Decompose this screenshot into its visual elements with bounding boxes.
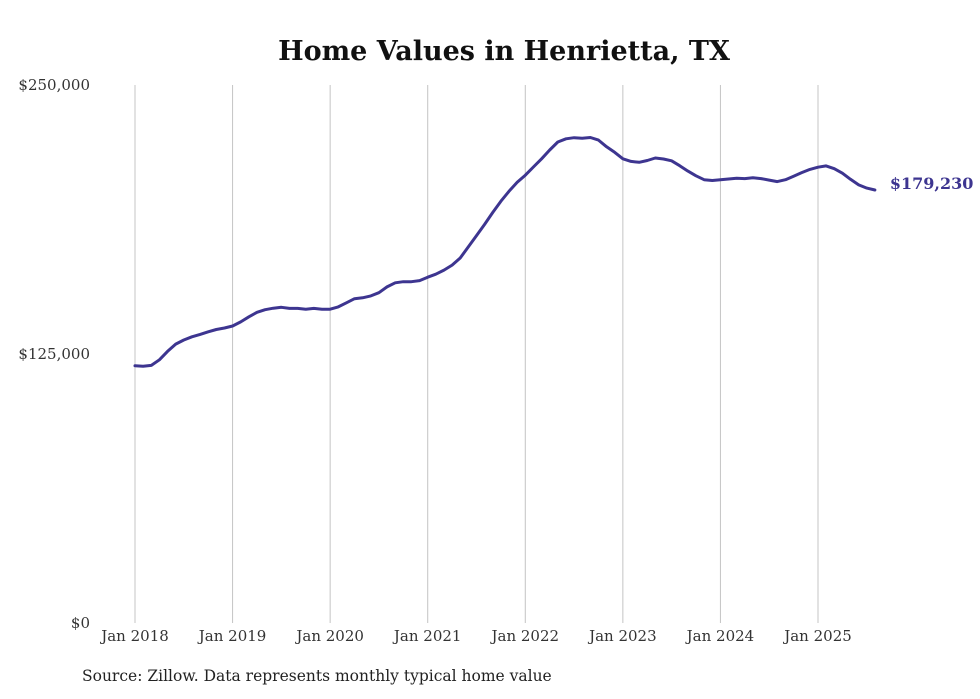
x-tick-label: Jan 2020 bbox=[294, 627, 364, 645]
source-note: Source: Zillow. Data represents monthly … bbox=[82, 667, 552, 685]
grid-lines bbox=[134, 85, 819, 623]
y-axis-ticks: $0 $125,000 $250,000 bbox=[18, 76, 90, 632]
y-tick-label: $125,000 bbox=[18, 345, 90, 363]
x-tick-label: Jan 2021 bbox=[392, 627, 462, 645]
chart-title: Home Values in Henrietta, TX bbox=[278, 36, 730, 67]
x-tick-label: Jan 2018 bbox=[99, 627, 169, 645]
y-tick-label: $0 bbox=[71, 614, 90, 632]
series-line-0 bbox=[133, 136, 877, 368]
x-tick-label: Jan 2023 bbox=[587, 627, 657, 645]
x-tick-label: Jan 2019 bbox=[197, 627, 267, 645]
x-tick-label: Jan 2022 bbox=[490, 627, 560, 645]
series-layer: $179,230 bbox=[133, 136, 974, 368]
series-end-label: $179,230 bbox=[890, 174, 974, 193]
x-tick-label: Jan 2025 bbox=[782, 627, 852, 645]
y-tick-label: $250,000 bbox=[18, 76, 90, 94]
x-tick-label: Jan 2024 bbox=[685, 627, 755, 645]
x-axis-ticks: Jan 2018 Jan 2019 Jan 2020 Jan 2021 Jan 2022… bbox=[99, 627, 852, 645]
